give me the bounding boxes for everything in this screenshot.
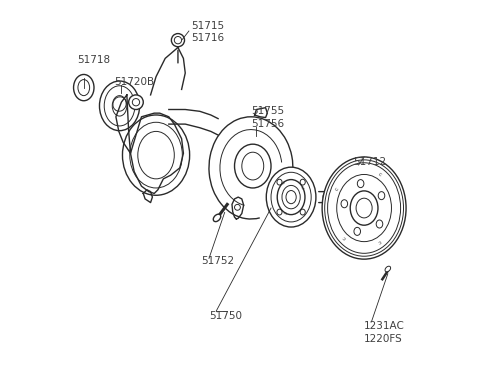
Circle shape	[171, 34, 184, 47]
Circle shape	[129, 95, 143, 110]
Text: 51716: 51716	[191, 33, 224, 43]
Ellipse shape	[213, 214, 221, 222]
Ellipse shape	[235, 144, 271, 188]
Text: c: c	[281, 179, 287, 184]
Ellipse shape	[385, 266, 391, 272]
Ellipse shape	[99, 81, 140, 131]
Text: 51715: 51715	[191, 20, 224, 31]
Text: c: c	[300, 185, 306, 191]
Text: c: c	[334, 187, 340, 191]
Text: 1231AC: 1231AC	[364, 320, 405, 331]
Ellipse shape	[323, 192, 332, 203]
Text: 51755: 51755	[251, 106, 284, 116]
Text: c: c	[341, 235, 347, 240]
Text: 51756: 51756	[251, 119, 284, 129]
Text: c: c	[281, 210, 287, 215]
Ellipse shape	[350, 191, 378, 225]
Text: 51712: 51712	[353, 157, 386, 168]
Text: c: c	[377, 172, 382, 178]
Ellipse shape	[277, 180, 305, 215]
Ellipse shape	[122, 115, 190, 195]
Text: 51720B: 51720B	[114, 77, 154, 87]
Text: 51718: 51718	[78, 55, 111, 65]
Text: c: c	[377, 238, 382, 244]
Text: 1220FS: 1220FS	[364, 334, 403, 344]
Text: 51752: 51752	[202, 256, 235, 266]
Ellipse shape	[73, 74, 94, 101]
Ellipse shape	[322, 157, 406, 259]
Text: 51750: 51750	[209, 311, 242, 321]
Ellipse shape	[266, 167, 316, 227]
